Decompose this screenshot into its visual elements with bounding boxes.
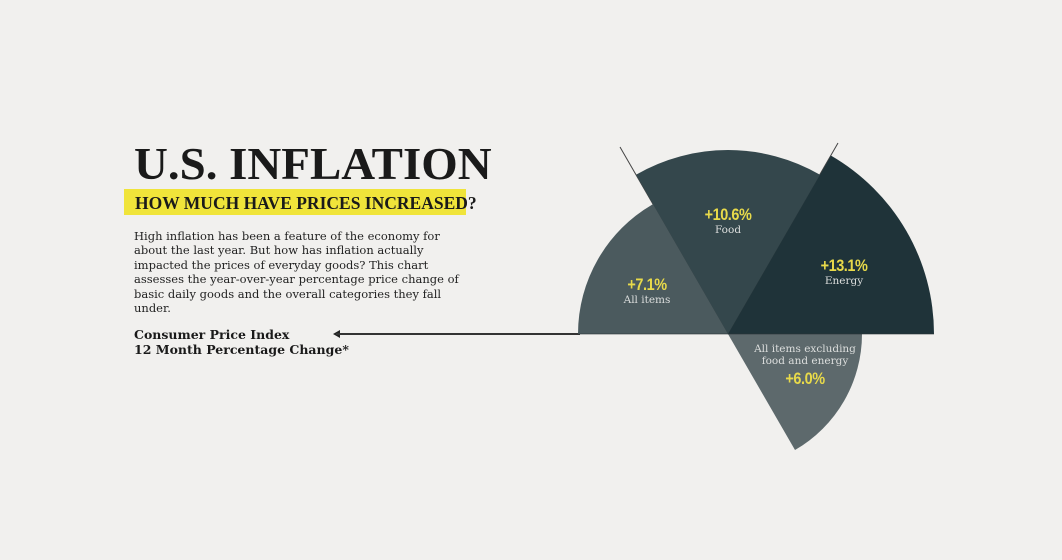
slice-category-line-2: food and energy xyxy=(761,355,849,367)
intro-text: High inflation has been a feature of the… xyxy=(134,229,459,316)
page-title: U.S. INFLATION xyxy=(134,138,492,189)
slice-value: +13.1% xyxy=(820,256,868,275)
slice-label-core: All items excluding food and energy +6.0… xyxy=(754,343,856,388)
wedge-all-items xyxy=(578,204,728,334)
slice-label-energy: +13.1% Energy xyxy=(816,256,871,288)
slice-category: Energy xyxy=(824,275,864,287)
slice-value: +7.1% xyxy=(627,275,667,294)
legend-line-2: 12 Month Percentage Change* xyxy=(134,342,349,357)
slice-label-food: +10.6% Food xyxy=(700,205,755,237)
slice-value: +6.0% xyxy=(785,369,825,388)
slice-category: Food xyxy=(714,224,742,236)
page-subtitle: HOW MUCH HAVE PRICES INCREASED? xyxy=(135,193,477,213)
slice-value: +10.6% xyxy=(704,205,752,224)
legend-line-1: Consumer Price Index xyxy=(134,327,290,342)
pointer-line xyxy=(336,333,580,335)
subtitle-highlight: HOW MUCH HAVE PRICES INCREASED? xyxy=(124,189,477,215)
slice-label-all-items: +7.1% All items xyxy=(623,275,671,307)
slice-category: All items xyxy=(623,294,671,306)
wedge-core xyxy=(728,334,862,450)
chart-legend-label: Consumer Price Index 12 Month Percentage… xyxy=(134,327,349,357)
wedge-food xyxy=(636,150,820,334)
slice-category-line-1: All items excluding xyxy=(754,343,856,355)
wedge-energy xyxy=(728,155,934,334)
